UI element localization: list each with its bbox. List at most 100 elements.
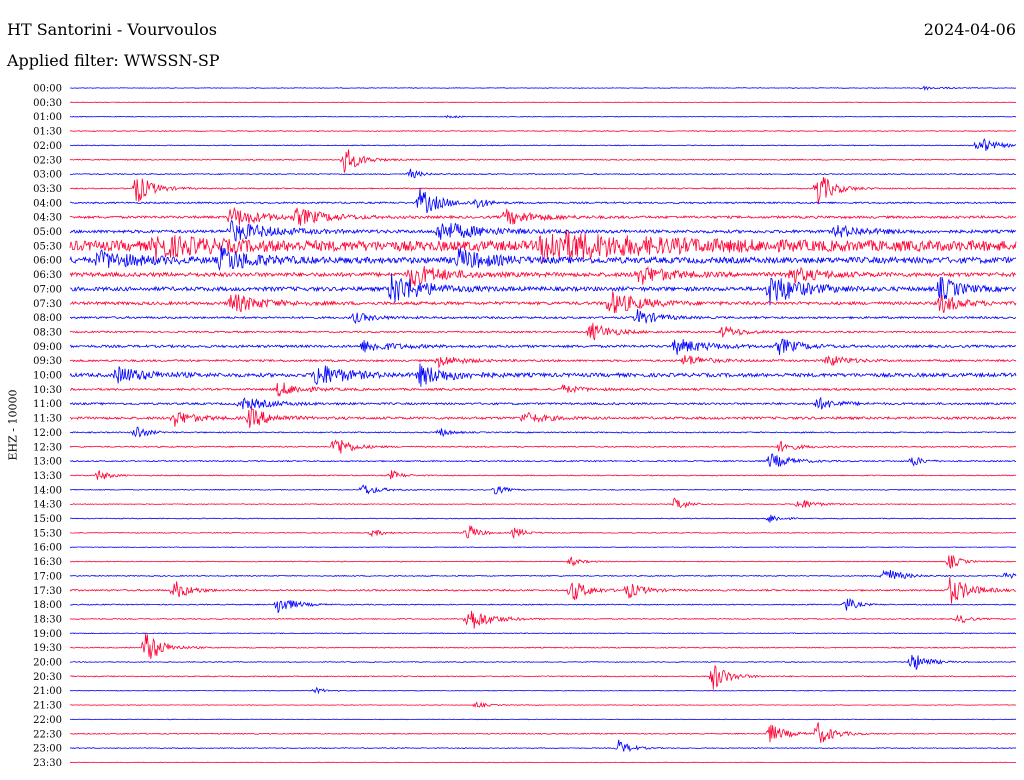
row-time-label: 23:00 <box>33 744 62 755</box>
trace-line <box>69 554 1017 570</box>
row-time-label: 06:30 <box>33 270 62 281</box>
trace-line <box>69 610 1017 629</box>
row-time-label: 02:00 <box>33 141 62 152</box>
row-time-label: 17:00 <box>33 571 62 582</box>
row-time-label: 15:00 <box>33 514 62 525</box>
row-time-label: 10:00 <box>33 371 62 382</box>
trace-line <box>70 722 1017 743</box>
chart-title: HT Santorini - Vourvoulos <box>7 20 217 39</box>
row-time-label: 18:00 <box>33 600 62 611</box>
trace-line <box>69 85 1017 92</box>
trace-line <box>69 245 1017 272</box>
row-time-label: 09:30 <box>33 356 62 367</box>
row-time-label: 15:30 <box>33 528 62 539</box>
trace-line <box>69 654 1017 671</box>
row-time-label: 00:30 <box>33 98 62 109</box>
row-time-label: 14:30 <box>33 500 62 511</box>
trace-line <box>69 187 1017 214</box>
row-time-label: 10:30 <box>33 385 62 396</box>
trace-line <box>69 514 1017 523</box>
trace-line <box>69 761 1017 764</box>
trace-line <box>69 633 1017 660</box>
row-time-label: 20:30 <box>33 672 62 683</box>
row-time-label: 21:30 <box>33 701 62 712</box>
row-time-label: 03:30 <box>33 184 62 195</box>
trace-line <box>69 355 1017 369</box>
filter-label: Applied filter: WWSSN-SP <box>7 51 220 70</box>
trace-line <box>69 382 1016 398</box>
trace-line <box>69 665 1017 690</box>
row-time-label: 18:30 <box>33 614 62 625</box>
trace-line <box>69 484 1017 495</box>
trace-line <box>69 149 1017 173</box>
row-time-label: 02:30 <box>33 155 62 166</box>
trace-line <box>69 273 1017 306</box>
trace-line <box>69 219 1017 242</box>
row-time-label: 22:30 <box>33 729 62 740</box>
trace-line <box>69 138 1016 152</box>
row-time-label: 22:00 <box>33 715 62 726</box>
row-time-label: 13:00 <box>33 457 62 468</box>
row-time-label: 03:00 <box>33 170 62 181</box>
trace-line <box>69 168 1017 179</box>
trace-line <box>69 206 1017 226</box>
trace-line <box>69 569 1017 580</box>
trace-line <box>69 439 1017 454</box>
row-time-label: 12:00 <box>33 428 62 439</box>
trace-line <box>69 101 1017 104</box>
trace-line <box>69 426 1017 438</box>
trace-line <box>69 686 1017 695</box>
trace-line <box>69 497 1017 509</box>
trace-line <box>69 291 1017 314</box>
trace-line <box>69 396 1017 410</box>
row-time-label: 17:30 <box>33 586 62 597</box>
row-time-label: 04:00 <box>33 198 62 209</box>
row-time-label: 19:00 <box>33 629 62 640</box>
row-time-label: 01:00 <box>33 112 62 123</box>
trace-line <box>69 406 1017 428</box>
trace-line <box>69 338 1017 356</box>
trace-line <box>69 453 1017 467</box>
row-time-label: 11:30 <box>33 414 62 425</box>
row-time-label: 09:00 <box>33 342 62 353</box>
trace-line <box>69 363 1017 387</box>
row-time-label: 04:30 <box>33 213 62 224</box>
row-time-label: 21:00 <box>33 686 62 697</box>
row-time-label: 05:30 <box>33 241 62 252</box>
row-time-label: 07:00 <box>33 284 62 295</box>
trace-line <box>69 718 1017 721</box>
row-time-label: 14:00 <box>33 485 62 496</box>
trace-line <box>69 701 1016 709</box>
trace-line <box>69 177 1016 205</box>
trace-line <box>69 230 1017 263</box>
trace-line <box>70 597 1017 613</box>
trace-line <box>69 739 1017 753</box>
row-time-label: 13:30 <box>33 471 62 482</box>
row-time-label: 07:30 <box>33 299 62 310</box>
trace-line <box>69 309 1017 325</box>
trace-line <box>69 130 1017 132</box>
trace-line <box>69 470 1017 480</box>
row-time-label: 16:30 <box>33 557 62 568</box>
row-time-label: 00:00 <box>33 84 62 95</box>
row-time-label: 08:00 <box>33 313 62 324</box>
chart-date: 2024-04-06 <box>923 20 1016 39</box>
trace-line <box>69 322 1017 341</box>
row-time-label: 12:30 <box>33 442 62 453</box>
trace-line <box>69 525 1016 540</box>
row-time-label: 06:00 <box>33 256 62 267</box>
row-time-label: 20:00 <box>33 658 62 669</box>
trace-line <box>69 577 1017 604</box>
row-time-label: 05:00 <box>33 227 62 238</box>
trace-line <box>69 632 1017 635</box>
row-time-label: 11:00 <box>33 399 62 410</box>
trace-line <box>69 114 1016 119</box>
row-time-label: 08:30 <box>33 327 62 338</box>
row-time-label: 19:30 <box>33 643 62 654</box>
row-time-label: 23:30 <box>33 758 62 769</box>
row-time-label: 16:00 <box>33 543 62 554</box>
row-time-label: 01:30 <box>33 127 62 138</box>
trace-line <box>69 266 1017 288</box>
trace-line <box>69 546 1017 548</box>
